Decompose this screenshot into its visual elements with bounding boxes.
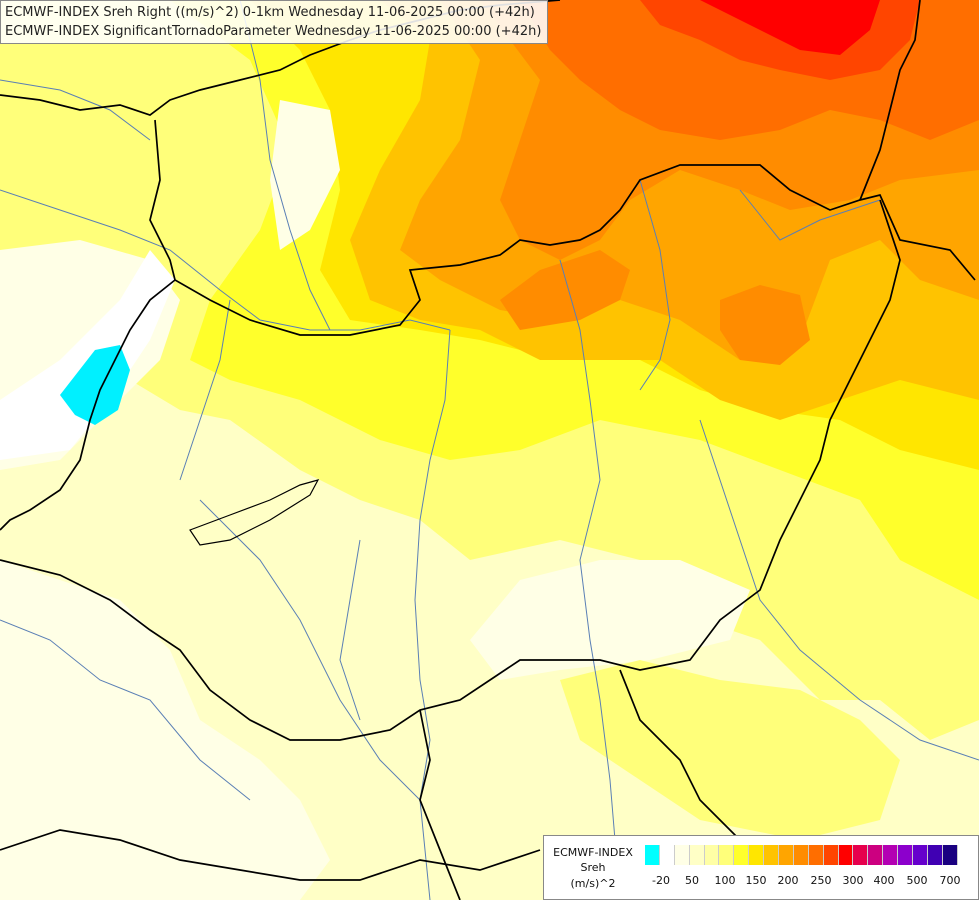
shading-pale-north (270, 100, 340, 250)
legend-swatch (674, 845, 690, 865)
legend-swatch (734, 845, 750, 865)
shading-deep-red (700, 0, 880, 55)
legend-tick-label: -20 (652, 874, 670, 887)
legend-tick-label: 700 (939, 874, 961, 887)
legend-tick-label: 50 (685, 874, 699, 887)
legend-swatch (927, 845, 943, 865)
legend-swatch (689, 845, 705, 865)
legend-tick-label: 250 (810, 874, 832, 887)
legend-ticks: -20 50 100 150 200 250 300 400 500 700 (544, 874, 979, 888)
legend-swatch (764, 845, 780, 865)
legend-swatch (719, 845, 735, 865)
legend-swatch (704, 845, 720, 865)
legend-swatch (898, 845, 914, 865)
shading-southwest-pale (0, 560, 330, 900)
shading-pale-center (470, 560, 750, 680)
legend-unit: (m/s)^2 (570, 877, 616, 890)
legend-color-bar (645, 845, 958, 865)
legend-tick-label: 100 (714, 874, 736, 887)
color-legend: ECMWF-INDEX Sreh (m/s)^2 -20 50 100 150 200 2… (543, 835, 979, 900)
title-line-stp: ECMWF-INDEX SignificantTornadoParameter … (5, 24, 542, 39)
legend-swatch (823, 845, 839, 865)
legend-swatch (793, 845, 809, 865)
legend-swatch (883, 845, 899, 865)
legend-parameter: Sreh (580, 861, 606, 874)
legend-swatch (913, 845, 928, 865)
legend-swatch (838, 845, 854, 865)
legend-swatch (853, 845, 869, 865)
legend-tick-label: 150 (745, 874, 767, 887)
legend-tick-label: 200 (777, 874, 799, 887)
legend-tick-label: 400 (873, 874, 895, 887)
legend-tick-label: 300 (842, 874, 864, 887)
title-line-sreh: ECMWF-INDEX Sreh Right ((m/s)^2) 0-1km W… (5, 5, 535, 20)
shading-orange-patch-east (720, 285, 810, 365)
legend-swatch (645, 845, 660, 865)
shading-white-west (0, 250, 175, 460)
legend-swatch (808, 845, 824, 865)
legend-swatch (749, 845, 765, 865)
legend-swatch (868, 845, 884, 865)
legend-swatch (659, 845, 675, 865)
legend-model: ECMWF-INDEX (553, 846, 633, 859)
shading-south-yellow (560, 660, 900, 840)
legend-swatch (942, 845, 958, 865)
legend-swatch (779, 845, 794, 865)
map-title-box: ECMWF-INDEX Sreh Right ((m/s)^2) 0-1km W… (0, 0, 548, 44)
legend-tick-label: 500 (906, 874, 928, 887)
shading-orange-patch (500, 250, 630, 330)
